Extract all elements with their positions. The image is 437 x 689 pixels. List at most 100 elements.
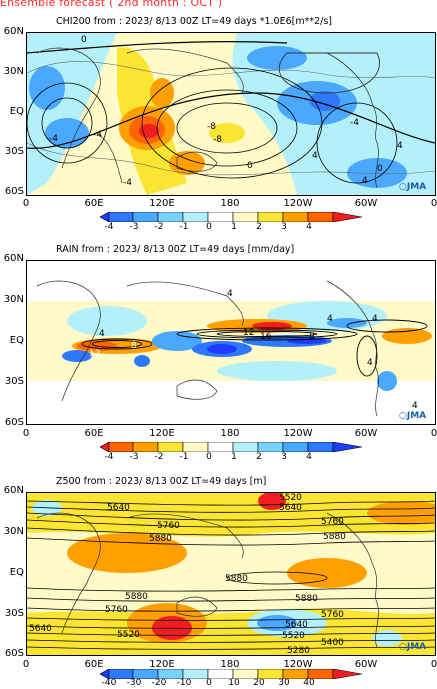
chi200-colorbar: [100, 212, 362, 222]
z500-colorbar-label: -20: [151, 678, 167, 688]
z500-contour-label: 5760: [105, 605, 128, 615]
lat-label-eq: EQ: [9, 106, 24, 117]
rain-colorbar-label: -2: [154, 452, 164, 462]
lon-label-120w: 120W: [283, 659, 313, 670]
z500-contour-label: 5760: [321, 517, 344, 527]
chi200-colorbar-label: 0: [206, 222, 212, 232]
z500-contour-label: 5640: [29, 624, 52, 634]
chi200-contour-label: -4: [123, 178, 132, 188]
chi200-contour-label: 0: [377, 164, 383, 174]
rain-colorbar: [100, 442, 362, 452]
z500-colorbar-label: 20: [253, 678, 265, 688]
rain-field: 4 12 8 12 16 8 4 4 4 4 4: [27, 261, 435, 424]
z500-map: 5640 5520 5640 5760 5880 5760 5880 5880 …: [26, 492, 436, 656]
lon-label-120e: 120E: [149, 659, 175, 670]
lon-label-0-end: 0: [430, 428, 437, 439]
lon-label-180: 180: [220, 428, 240, 439]
chi200-contour-label: 4: [312, 151, 318, 161]
chi200-contour-label: -4: [93, 130, 102, 140]
lat-label-30s: 30S: [4, 146, 24, 157]
lon-label-0-end: 0: [430, 198, 437, 209]
lon-label-60w: 60W: [354, 198, 378, 209]
z500-colorbar-label: 10: [228, 678, 240, 688]
chi200-colorbar-label: -3: [129, 222, 139, 232]
chi200-colorbar-label: -4: [104, 222, 114, 232]
rain-contour-label: 8: [309, 332, 315, 342]
z500-contour-label: 5640: [285, 620, 308, 630]
chi200-contour-label: -4: [350, 118, 359, 128]
lon-label-60w: 60W: [354, 428, 378, 439]
rain-colorbar-label: -3: [129, 452, 139, 462]
z500-colorbar-label: -40: [101, 678, 117, 688]
z500-contour-label: 5760: [157, 521, 180, 531]
rain-contour-label: 4: [99, 329, 105, 339]
chi200-contour-label: 0: [247, 161, 253, 171]
z500-contour-label: 5880: [125, 592, 148, 602]
rain-contour-label: 8: [131, 341, 137, 351]
z500-contour-label: 5640: [279, 503, 302, 513]
rain-map: 4 12 8 12 16 8 4 4 4 4 4 ○JMA: [26, 260, 436, 425]
chi200-colorbar-label: -1: [179, 222, 189, 232]
z500-contour-label: 5520: [117, 630, 140, 640]
panel-2-title: RAIN from : 2023/ 8/13 00Z LT=49 days [m…: [56, 244, 295, 255]
rain-contour-label: 4: [412, 401, 418, 411]
chi200-contour-label: -8: [213, 135, 222, 145]
z500-colorbar-label: 0: [206, 678, 212, 688]
chi200-colorbar-label: 3: [281, 222, 287, 232]
lat-label-30s: 30S: [4, 608, 24, 619]
rain-contour-label: 4: [327, 314, 333, 324]
rain-contour-label: 4: [367, 358, 373, 368]
lat-label-30s: 30S: [4, 376, 24, 387]
lon-label-180: 180: [220, 198, 240, 209]
lon-label-120e: 120E: [149, 198, 175, 209]
chi200-contour-label: 4: [397, 141, 403, 151]
z500-contour-label: 5880: [225, 574, 248, 584]
lon-label-60e: 60E: [84, 428, 104, 439]
lon-label-120w: 120W: [283, 428, 313, 439]
jma-logo: ○JMA: [399, 411, 427, 421]
z500-field: 5640 5520 5640 5760 5880 5760 5880 5880 …: [27, 493, 435, 655]
chi200-colorbar-label: 1: [231, 222, 237, 232]
lat-label-60s: 60S: [4, 186, 24, 197]
chi200-colorbar-label: -2: [154, 222, 164, 232]
chi200-colorbar-label: 2: [256, 222, 262, 232]
chi200-contour-label: 0: [81, 35, 87, 45]
lon-label-0: 0: [22, 428, 30, 439]
panel-1-title: CHI200 from : 2023/ 8/13 00Z LT=49 days …: [56, 16, 333, 27]
lat-label-eq: EQ: [9, 335, 24, 346]
z500-contour-label: 5880: [323, 532, 346, 542]
figure-title: Ensemble forecast ( 2nd month : OCT ): [0, 0, 223, 9]
rain-colorbar-label: 4: [306, 452, 312, 462]
chi200-field: 0 -4 -8 -8 -4 -4 4 4 0 0 -4 4: [27, 33, 435, 195]
rain-contour-label: 4: [227, 289, 233, 299]
lat-label-60n: 60N: [3, 485, 24, 496]
lon-label-180: 180: [220, 659, 240, 670]
lat-label-60s: 60S: [4, 417, 24, 428]
z500-colorbar-label: -30: [126, 678, 142, 688]
z500-contour-label: 5880: [295, 594, 318, 604]
lat-label-30n: 30N: [3, 526, 24, 537]
rain-colorbar-label: -4: [104, 452, 114, 462]
z500-contour-label: 5400: [321, 638, 344, 648]
rain-contour-label: 4: [372, 314, 378, 324]
lat-label-30n: 30N: [3, 294, 24, 305]
z500-contour-label: 5760: [321, 610, 344, 620]
lon-label-60w: 60W: [354, 659, 378, 670]
jma-logo: ○JMA: [399, 642, 427, 652]
lon-label-0: 0: [22, 198, 30, 209]
lon-label-60e: 60E: [84, 659, 104, 670]
chi200-map: 0 -4 -8 -8 -4 -4 4 4 0 0 -4 4 ○JMA: [26, 32, 436, 196]
lon-label-120e: 120E: [149, 428, 175, 439]
lon-label-0: 0: [22, 659, 30, 670]
z500-contour-label: 5520: [282, 631, 305, 641]
chi200-colorbar-label: 4: [306, 222, 312, 232]
rain-colorbar-label: 0: [206, 452, 212, 462]
rain-colorbar-label: 1: [231, 452, 237, 462]
chi200-contour-label: -8: [207, 122, 216, 132]
lat-label-60s: 60S: [4, 648, 24, 659]
z500-contour-label: 5280: [287, 646, 310, 655]
z500-colorbar-label: -10: [176, 678, 192, 688]
jma-logo: ○JMA: [399, 182, 427, 192]
rain-colorbar-label: -1: [179, 452, 189, 462]
rain-colorbar-label: 2: [256, 452, 262, 462]
